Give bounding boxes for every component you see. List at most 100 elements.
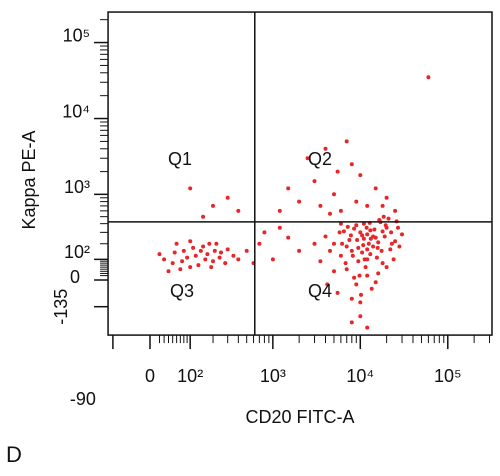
event-dot — [426, 75, 431, 80]
event-dot — [203, 257, 208, 262]
event-dot — [349, 248, 354, 253]
event-dot — [223, 261, 228, 266]
event-dot — [231, 253, 236, 258]
event-dot — [361, 236, 366, 241]
x-tick-label: 10³ — [260, 366, 286, 386]
event-dot — [344, 139, 349, 144]
event-dot — [178, 267, 183, 272]
event-dot — [358, 173, 363, 178]
event-dot — [386, 216, 391, 221]
event-dot — [196, 263, 201, 268]
event-dot — [348, 233, 353, 238]
event-dot — [174, 241, 179, 246]
event-dot — [358, 230, 363, 235]
event-dot — [396, 225, 400, 230]
event-dot — [341, 229, 346, 234]
event-dot — [360, 233, 365, 238]
event-dot — [373, 280, 378, 285]
event-dot — [188, 265, 193, 270]
event-dot — [349, 162, 354, 167]
event-dot — [389, 241, 394, 246]
event-dot — [376, 240, 381, 245]
event-dot — [354, 199, 359, 204]
event-dot — [356, 245, 361, 250]
x-axis-label: CD20 FITC-A — [245, 407, 354, 427]
event-dot — [286, 235, 291, 240]
event-dot — [375, 245, 380, 250]
y-tick-label: 10³ — [64, 177, 90, 197]
event-dot — [312, 241, 317, 246]
event-dot — [162, 257, 167, 262]
y-tick-label: 10² — [64, 242, 90, 262]
event-dot — [211, 259, 215, 264]
event-dot — [358, 300, 363, 305]
event-dot — [225, 195, 230, 200]
event-dot — [380, 229, 385, 234]
event-dot — [191, 245, 196, 250]
event-dot — [344, 267, 349, 272]
event-dot — [201, 244, 206, 249]
event-dot — [323, 234, 328, 239]
event-dot — [361, 243, 366, 248]
event-dot — [337, 230, 342, 235]
event-dot — [380, 261, 385, 266]
event-dot — [305, 156, 310, 161]
event-dot — [335, 169, 340, 174]
event-dot — [365, 325, 370, 330]
event-dot — [193, 253, 198, 258]
event-dot — [389, 230, 394, 235]
event-dot — [236, 257, 241, 262]
event-dot — [356, 259, 361, 264]
event-dot — [347, 238, 352, 242]
event-dot — [332, 241, 336, 246]
event-dot — [381, 214, 386, 219]
event-dot — [355, 238, 360, 242]
x-tick-label: 0 — [145, 366, 155, 386]
event-dot — [172, 250, 177, 255]
event-dot — [352, 275, 357, 280]
event-dot — [369, 286, 374, 291]
event-dot — [312, 179, 317, 184]
event-dot — [382, 234, 387, 239]
event-dot — [198, 248, 203, 253]
x-tick-label: 10² — [177, 366, 203, 386]
event-dot — [372, 227, 377, 232]
event-dot — [393, 239, 398, 244]
event-dot — [181, 248, 186, 253]
event-dot — [277, 225, 282, 230]
quadrant-label: Q3 — [170, 281, 194, 301]
event-dot — [338, 253, 343, 258]
y-axis-label: Kappa PE-A — [19, 130, 39, 229]
event-dot — [365, 247, 370, 252]
event-dot — [236, 208, 241, 213]
event-dot — [217, 255, 222, 260]
event-dot — [391, 257, 396, 262]
event-dot — [219, 250, 223, 255]
event-dot — [157, 252, 162, 257]
x-tick-label: 10⁵ — [434, 366, 461, 386]
event-dot — [365, 232, 370, 237]
event-dot — [257, 241, 262, 246]
event-dot — [380, 203, 385, 208]
event-dot — [335, 290, 340, 295]
event-dot — [377, 218, 382, 222]
quadrant-label: Q2 — [308, 149, 332, 169]
event-dot — [354, 223, 359, 228]
event-dot — [212, 248, 217, 253]
event-dot — [214, 241, 219, 246]
event-dot — [352, 226, 357, 231]
event-dot — [373, 186, 378, 191]
event-dot — [328, 248, 332, 253]
event-dot — [366, 241, 371, 246]
event-dot — [332, 192, 336, 197]
event-dot — [338, 221, 343, 226]
event-dot — [397, 244, 402, 249]
panel-label: D — [6, 442, 22, 467]
event-dot — [345, 224, 350, 229]
y-tick-label: -135 — [51, 289, 71, 325]
event-dot — [277, 208, 282, 213]
event-dot — [376, 271, 381, 276]
event-dot — [297, 199, 302, 204]
event-dot — [365, 203, 370, 208]
